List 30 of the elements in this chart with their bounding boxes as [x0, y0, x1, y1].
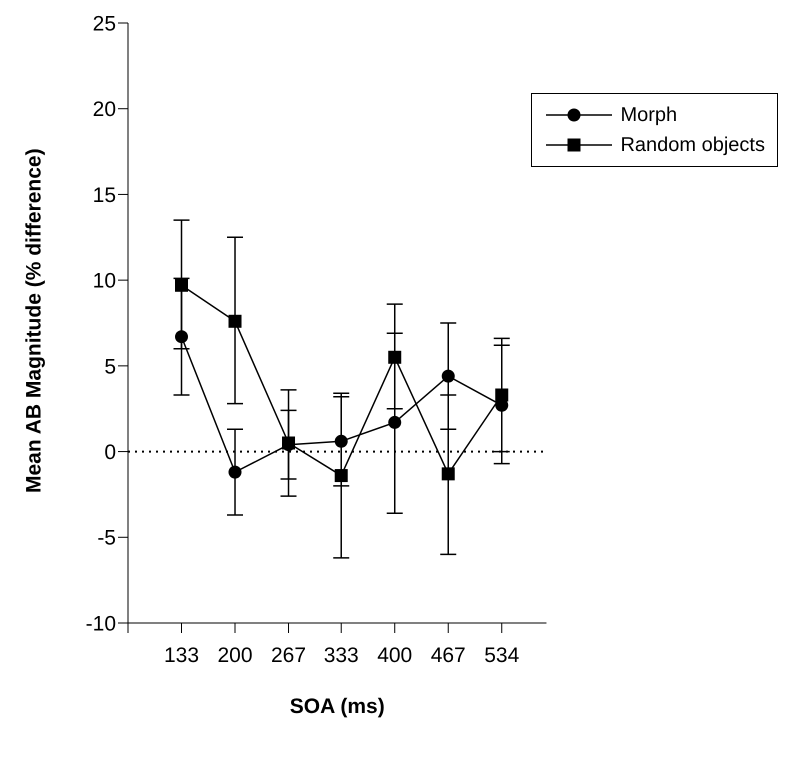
y-tick-label: 0: [104, 441, 116, 464]
point: [175, 278, 188, 292]
point: [175, 330, 188, 344]
y-tick-label: 25: [92, 12, 116, 36]
legend-label: Morph: [620, 104, 678, 126]
y-tick-label: 10: [92, 270, 116, 293]
y-tick-label: 5: [104, 355, 116, 378]
point: [334, 434, 348, 448]
point: [228, 314, 242, 328]
x-axis-title: SOA (ms): [290, 695, 385, 718]
point: [495, 388, 508, 402]
y-axis-title: Mean AB Magnitude (% difference): [22, 148, 46, 493]
point: [228, 466, 242, 479]
y-tick-label: 15: [92, 184, 116, 207]
point: [388, 350, 402, 364]
y-tick-label: -10: [86, 612, 116, 636]
point: [334, 469, 348, 482]
point: [442, 370, 455, 383]
x-tick-label: 333: [324, 644, 359, 667]
y-tick-label: -5: [97, 526, 116, 550]
point: [442, 467, 455, 480]
legend-label: Random objects: [620, 134, 765, 156]
x-tick-label: 400: [377, 644, 412, 667]
point: [388, 416, 402, 429]
y-tick-label: 20: [92, 98, 116, 122]
x-tick-label: 534: [484, 644, 520, 667]
x-tick-label: 467: [430, 644, 466, 667]
x-tick-label: 133: [164, 644, 200, 667]
x-tick-label: 200: [217, 644, 253, 667]
x-tick-label: 267: [270, 644, 306, 667]
